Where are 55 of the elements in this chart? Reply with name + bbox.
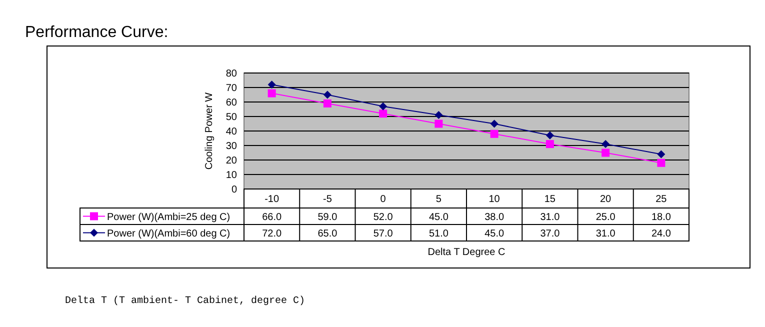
- point: [602, 148, 610, 157]
- y-tick-label: 70: [226, 83, 238, 94]
- x-tick-label: 5: [436, 194, 442, 205]
- data-label: 57.0: [373, 228, 394, 240]
- x-tick-label: 15: [544, 194, 556, 205]
- x-tick-label: -10: [264, 194, 280, 205]
- data-label: 31.0: [540, 212, 560, 223]
- data-label: 52.0: [373, 212, 394, 223]
- data-label: 59.0: [318, 212, 338, 223]
- data-label: 31.0: [596, 228, 616, 240]
- x-axis-title: Delta T Degree C: [428, 247, 506, 258]
- data-label: 72.0: [262, 228, 282, 240]
- point: [379, 102, 388, 110]
- x-tick-label: 0: [380, 194, 386, 205]
- legend-label: Power (W)(Ambi=25 deg C): [107, 212, 230, 223]
- point: [657, 158, 666, 167]
- point: [490, 120, 498, 128]
- point: [546, 140, 554, 148]
- y-axis-title: Cooling Power W: [204, 92, 215, 170]
- data-label: 51.0: [428, 228, 449, 240]
- point: [434, 120, 443, 128]
- y-tick-label: 60: [226, 98, 238, 108]
- text: Performance Curve:: [25, 24, 168, 41]
- data-label: 66.0: [262, 212, 282, 223]
- point: [602, 140, 610, 148]
- x-tick-label: 25: [656, 194, 668, 205]
- y-tick-label: 40: [226, 126, 238, 138]
- data-label: 18.0: [651, 212, 672, 223]
- data-label: 25.0: [596, 212, 616, 223]
- y-tick-label: 20: [226, 156, 238, 166]
- point: [268, 89, 276, 98]
- y-tick-label: 0: [231, 184, 238, 196]
- x-tick-label: 10: [488, 194, 500, 205]
- y-tick-label: 50: [226, 112, 238, 123]
- x-tick-label: 20: [600, 194, 612, 205]
- data-label: 37.0: [540, 228, 560, 240]
- data-label: 45.0: [428, 212, 449, 223]
- data-label: 65.0: [318, 228, 338, 240]
- x-tick-label: -5: [322, 194, 332, 205]
- point: [323, 99, 332, 108]
- point: [323, 90, 332, 99]
- data-label: 45.0: [484, 228, 504, 240]
- text: Delta T (T ambient- T Cabinet, degree C): [65, 295, 306, 307]
- point: [268, 80, 276, 89]
- data-label: 38.0: [484, 212, 504, 223]
- point: [490, 130, 498, 138]
- y-tick-label: 80: [226, 68, 238, 80]
- y-tick-label: 10: [226, 170, 238, 181]
- point: [546, 131, 554, 140]
- point: [657, 150, 666, 158]
- y-tick-label: 30: [226, 141, 238, 152]
- point: [379, 110, 388, 118]
- legend-label: Power (W)(Ambi=60 deg C): [107, 228, 230, 240]
- data-label: 24.0: [651, 228, 672, 240]
- point: [434, 111, 443, 120]
